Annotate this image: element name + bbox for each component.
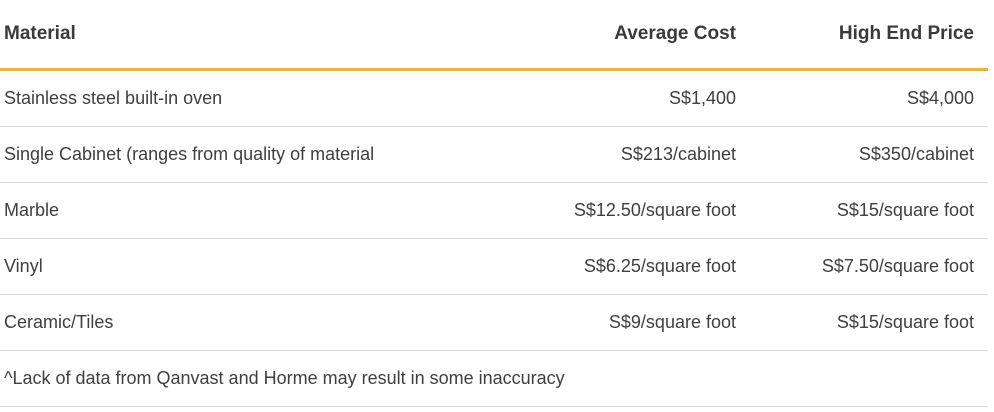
cell-high-end-price: S$4,000 (750, 69, 988, 127)
footnote-row: ^Lack of data from Qanvast and Horme may… (0, 350, 988, 407)
cell-material: Single Cabinet (ranges from quality of m… (0, 126, 520, 183)
table-row: Ceramic/Tiles S$9/square foot S$15/squar… (0, 294, 988, 351)
cell-material: Vinyl (0, 238, 520, 295)
cell-material: Stainless steel built-in oven (0, 69, 520, 127)
cell-average-cost: S$6.25/square foot (520, 238, 750, 295)
cell-average-cost: S$12.50/square foot (520, 182, 750, 239)
table-footnote: ^Lack of data from Qanvast and Horme may… (0, 350, 988, 407)
cell-average-cost: S$9/square foot (520, 294, 750, 351)
header-row: Material Average Cost High End Price (0, 0, 988, 71)
cell-high-end-price: S$7.50/square foot (750, 238, 988, 295)
cell-material: Ceramic/Tiles (0, 294, 520, 351)
table-row: Vinyl S$6.25/square foot S$7.50/square f… (0, 238, 988, 295)
header-high-end-price: High End Price (750, 0, 988, 71)
cell-high-end-price: S$15/square foot (750, 182, 988, 239)
cell-average-cost: S$213/cabinet (520, 126, 750, 183)
table-row: Marble S$12.50/square foot S$15/square f… (0, 182, 988, 239)
cell-material: Marble (0, 182, 520, 239)
cell-high-end-price: S$15/square foot (750, 294, 988, 351)
table-header: Material Average Cost High End Price (0, 0, 988, 71)
table-footer: ^Lack of data from Qanvast and Horme may… (0, 350, 988, 407)
header-average-cost: Average Cost (520, 0, 750, 71)
table-body: Stainless steel built-in oven S$1,400 S$… (0, 69, 988, 351)
table-row: Single Cabinet (ranges from quality of m… (0, 126, 988, 183)
cell-high-end-price: S$350/cabinet (750, 126, 988, 183)
table-row: Stainless steel built-in oven S$1,400 S$… (0, 69, 988, 127)
cell-average-cost: S$1,400 (520, 69, 750, 127)
header-material: Material (0, 0, 520, 71)
